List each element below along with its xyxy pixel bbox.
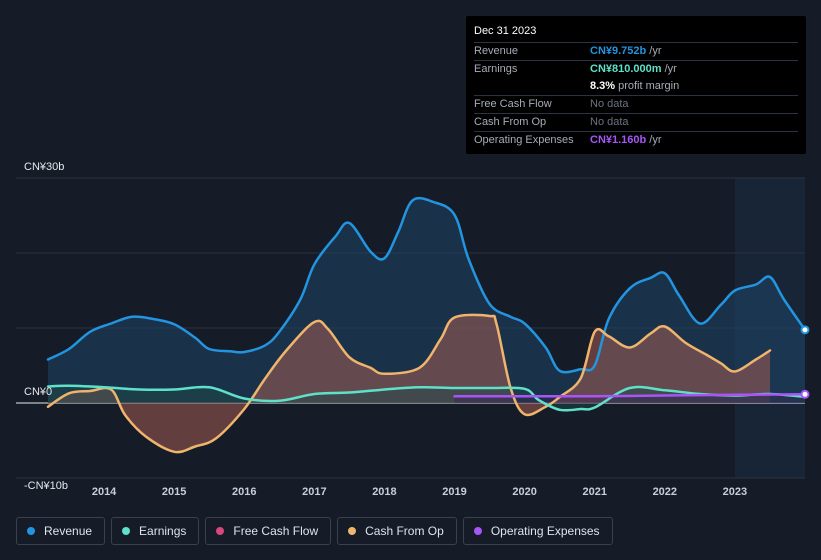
series-areas [48,198,805,453]
end-marker-revenue [800,325,810,335]
line-earnings [46,384,807,412]
tooltip-date: Dec 31 2023 [474,16,798,43]
y-axis-labels: CN¥30b CN¥0 -CN¥10b [24,161,68,492]
x-tick-label: 2022 [653,486,677,498]
tooltip-row-cfo: Cash From Op No data [474,114,798,132]
free-cash-flow-dot-icon [216,527,225,535]
y-tick-label: CN¥30b [24,161,64,173]
legend-earnings[interactable]: Earnings [111,517,200,545]
tooltip-label: Cash From Op [474,116,547,128]
tooltip-label: Operating Expenses [474,134,574,146]
tooltip-margin-value: 8.3% [590,80,616,92]
cash-from-op-dot-icon [348,527,357,535]
revenue-dot-icon [27,527,35,535]
tooltip-label: Earnings [474,63,518,75]
x-tick-label: 2017 [302,486,326,498]
x-tick-label: 2016 [232,486,256,498]
series-lines [46,196,807,454]
operating-expenses-dot-icon [473,527,482,535]
tooltip-row-margin: 8.3% profit margin [474,78,798,96]
tooltip-row-fcf: Free Cash Flow No data [474,96,798,114]
line-revenue [46,196,807,374]
legend-label: Cash From Op [365,524,444,538]
end-marker-operating-expenses [800,389,810,399]
legend-label: Operating Expenses [490,524,600,538]
legend-label: Earnings [139,524,187,538]
x-tick-label: 2019 [442,486,466,498]
tooltip-unit: /yr [664,63,677,75]
tooltip-earnings-value: CN¥810.000m [590,63,662,75]
legend-cash-from-op[interactable]: Cash From Op [337,517,457,545]
y-tick-label: CN¥0 [24,386,52,398]
line-operating-expenses [453,393,807,398]
legend-operating-expenses[interactable]: Operating Expenses [462,517,613,545]
legend-label: Free Cash Flow [233,524,319,538]
x-tick-label: 2015 [162,486,186,498]
tooltip-row-revenue: Revenue CN¥9.752b /yr [474,43,798,61]
tooltip-row-opex: Operating Expenses CN¥1.160b /yr [474,132,798,149]
tooltip-margin-unit: profit margin [618,80,680,92]
earnings-dot-icon [122,527,131,535]
x-tick-label: 2014 [92,486,117,498]
tooltip-revenue-value: CN¥9.752b [590,45,647,57]
tooltip-unit: /yr [649,134,662,146]
legend-label: Revenue [44,524,93,538]
tooltip-cfo-value: No data [590,116,629,128]
line-cash-from-op [46,313,772,454]
data-tooltip: Dec 31 2023 Revenue CN¥9.752b /yr Earnin… [466,16,806,154]
area-earnings [48,385,805,411]
x-tick-label: 2018 [372,486,396,498]
legend-revenue[interactable]: Revenue [16,517,106,545]
tooltip-label: Free Cash Flow [474,98,552,110]
chart-legend: Revenue Earnings Free Cash Flow Cash Fro… [16,517,613,545]
y-tick-label: -CN¥10b [24,480,68,492]
x-tick-label: 2020 [512,486,536,498]
tooltip-label: Revenue [474,45,519,57]
tooltip-fcf-value: No data [590,98,629,110]
tooltip-unit: /yr [649,45,662,57]
end-markers [800,325,810,399]
x-tick-label: 2023 [723,486,747,498]
tooltip-opex-value: CN¥1.160b [590,134,647,146]
x-tick-label: 2021 [582,486,606,498]
x-axis-labels: 2014 2015 2016 2017 2018 2019 2020 2021 2022 2023 [92,486,747,498]
legend-free-cash-flow[interactable]: Free Cash Flow [205,517,332,545]
tooltip-row-earnings: Earnings CN¥810.000m /yr [474,61,798,78]
